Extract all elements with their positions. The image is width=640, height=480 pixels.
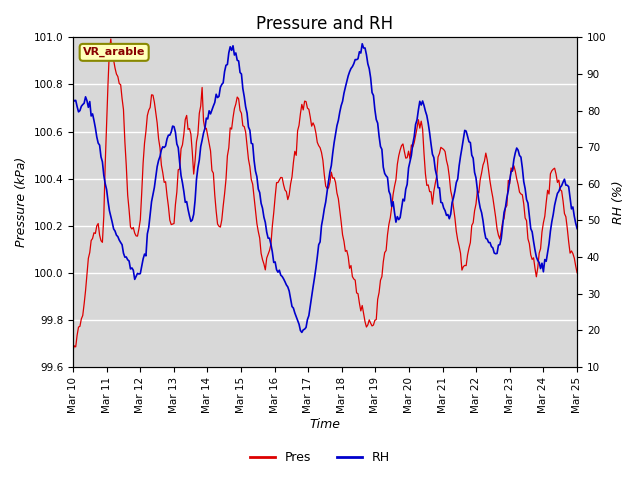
RH bbox=[298, 330, 306, 336]
Line: RH: RH bbox=[73, 44, 577, 333]
Legend: Pres, RH: Pres, RH bbox=[245, 446, 395, 469]
Line: Pres: Pres bbox=[73, 39, 577, 350]
RH bbox=[220, 80, 227, 86]
Y-axis label: RH (%): RH (%) bbox=[612, 180, 625, 224]
Pres bbox=[237, 110, 245, 116]
Pres bbox=[573, 270, 581, 276]
Pres bbox=[221, 191, 228, 197]
Pres bbox=[107, 36, 115, 42]
Pres bbox=[547, 171, 554, 177]
RH bbox=[69, 96, 77, 102]
RH bbox=[131, 276, 138, 282]
RH bbox=[244, 124, 252, 130]
RH bbox=[358, 41, 366, 47]
RH bbox=[548, 219, 556, 225]
Pres bbox=[132, 233, 140, 239]
Pres bbox=[246, 164, 253, 169]
RH bbox=[236, 70, 244, 75]
Title: Pressure and RH: Pressure and RH bbox=[257, 15, 394, 33]
RH bbox=[573, 226, 581, 231]
Pres bbox=[291, 148, 299, 154]
X-axis label: Time: Time bbox=[310, 419, 340, 432]
Text: VR_arable: VR_arable bbox=[83, 47, 145, 58]
Y-axis label: Pressure (kPa): Pressure (kPa) bbox=[15, 157, 28, 247]
RH bbox=[289, 305, 297, 311]
Pres bbox=[69, 348, 77, 353]
